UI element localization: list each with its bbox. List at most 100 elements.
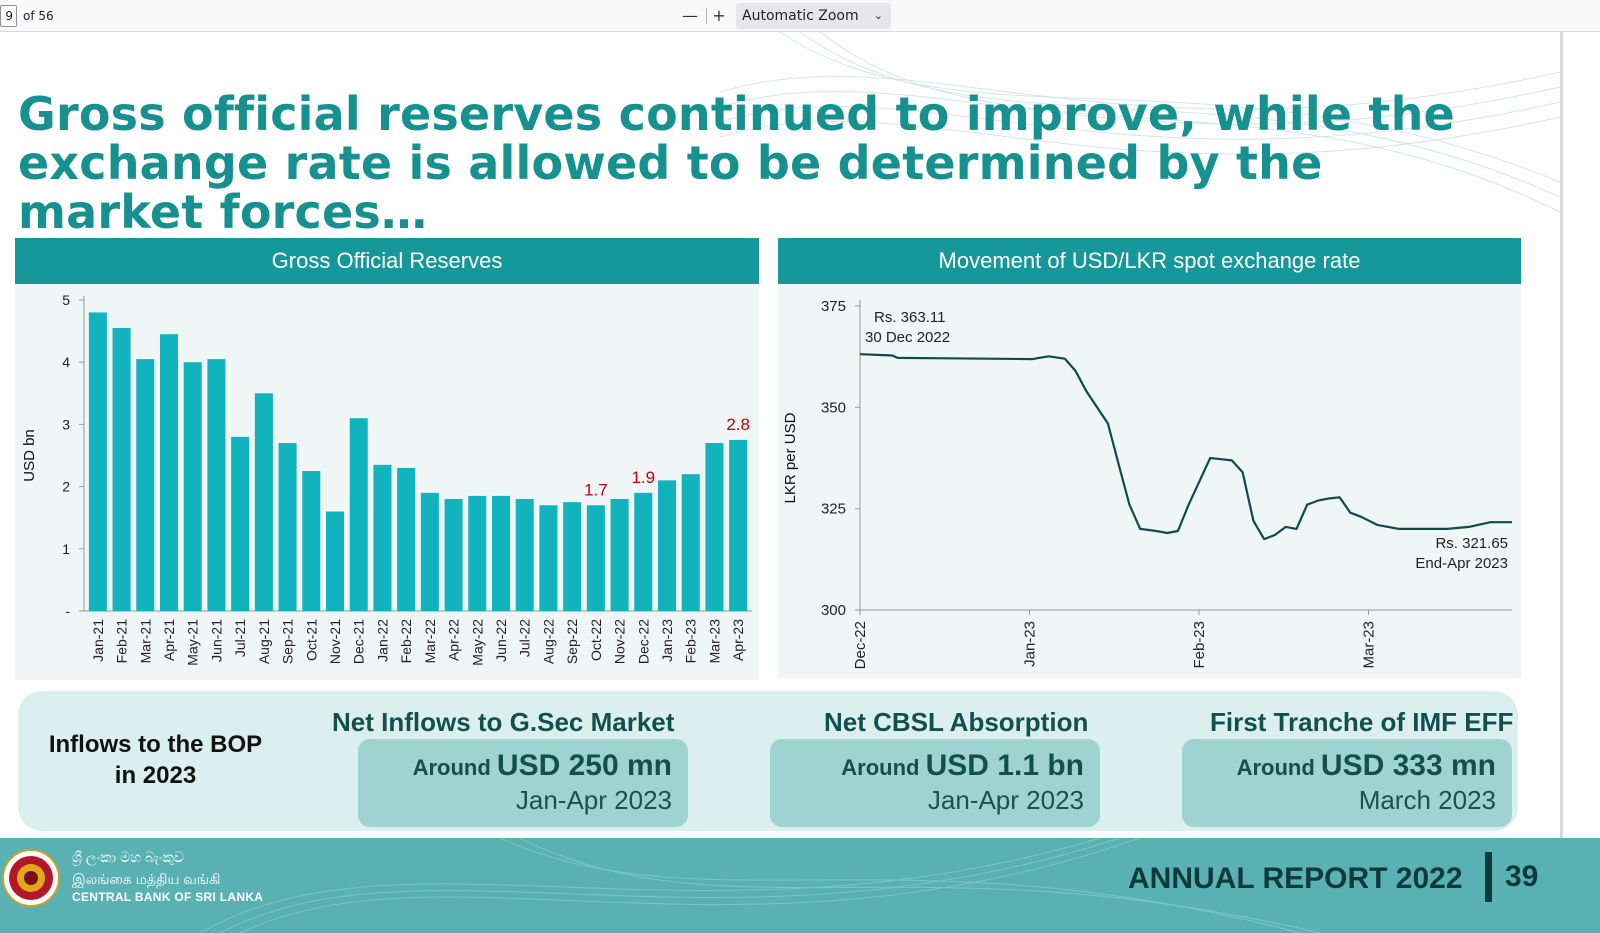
- x-tick-label: Sep-22: [564, 619, 580, 664]
- y-tick-label: 325: [821, 501, 846, 518]
- bar: [254, 393, 273, 611]
- y-tick-label: 300: [821, 602, 846, 619]
- bar: [634, 492, 653, 611]
- card-period: March 2023: [1358, 785, 1496, 815]
- x-tick-label: Jul-22: [517, 619, 533, 657]
- bar: [610, 499, 629, 611]
- bar: [231, 436, 250, 611]
- bar: [302, 471, 321, 611]
- chart-title: Gross Official Reserves: [15, 238, 759, 284]
- report-title: ANNUAL REPORT 2022: [1128, 862, 1463, 895]
- bar: [444, 499, 463, 611]
- slide-edge: [1560, 32, 1600, 933]
- bar: [136, 359, 155, 611]
- x-tick-label: Dec-22: [635, 619, 651, 664]
- card-amount: USD 1.1 bn: [925, 749, 1084, 782]
- zoom-divider: [706, 8, 707, 24]
- bar: [420, 492, 439, 611]
- bop-inflows-title: Inflows to the BOP in 2023: [18, 729, 293, 791]
- card-heading: Net CBSL Absorption: [824, 707, 1089, 737]
- bar: [657, 480, 677, 611]
- x-tick-label: Apr-23: [730, 619, 746, 661]
- y-axis-label: LKR per USD: [782, 412, 799, 503]
- bar: [515, 499, 534, 611]
- exchange-rate-line-chart: 300 325 350 375 LKR per USD Dec-22 Jan-23 Feb-2…: [782, 298, 1512, 669]
- exchange-rate-line: [859, 353, 1512, 541]
- bop-inflows-title-line: in 2023: [114, 762, 197, 789]
- x-tick-label: Nov-21: [327, 619, 343, 664]
- x-tick-label: Oct-21: [303, 619, 319, 661]
- info-card: Around USD 1.1 bn Jan-Apr 2023: [770, 739, 1100, 827]
- y-tick-label: 4: [62, 354, 70, 370]
- x-tick-label: Apr-22: [446, 619, 462, 661]
- y-tick-label: 1: [62, 541, 70, 557]
- card-amount: USD 250 mn: [496, 749, 672, 782]
- x-tick-label: Mar-22: [422, 619, 438, 664]
- card-heading: First Tranche of IMF EFF: [1210, 707, 1514, 737]
- bar: [325, 511, 345, 611]
- annotation-label: Rs. 363.11: [874, 309, 945, 326]
- page-count-label: of 56: [23, 9, 54, 23]
- bank-name-tamil: இலங்கை மத்திய வங்கி: [72, 871, 221, 887]
- exchange-rate-chart-panel: Movement of USD/LKR spot exchange rate 3…: [778, 238, 1521, 678]
- bar: [681, 474, 700, 611]
- y-tick-label: -: [65, 603, 70, 619]
- central-bank-seal-icon: [2, 849, 60, 907]
- x-tick-label: Jul-21: [232, 619, 248, 657]
- bar: [278, 443, 297, 611]
- slide-page-number: 39: [1505, 860, 1539, 893]
- y-tick-label: 2: [62, 479, 70, 495]
- pdf-toolbar: 9 of 56 — + Automatic Zoom ⌄: [0, 0, 1600, 32]
- zoom-in-button[interactable]: +: [712, 6, 726, 25]
- chart-title: Movement of USD/LKR spot exchange rate: [778, 238, 1521, 284]
- x-tick-label: Oct-22: [588, 619, 604, 661]
- card-prefix: Around: [412, 755, 497, 780]
- x-tick-label: Jan-23: [659, 619, 675, 662]
- footer-divider: [1485, 852, 1492, 902]
- info-card: Around USD 250 mn Jan-Apr 2023: [358, 739, 688, 827]
- card-amount: USD 333 mn: [1320, 749, 1496, 782]
- bar: [207, 359, 226, 611]
- x-tick-label: Mar-23: [1361, 621, 1378, 669]
- x-tick-label: Jan-21: [90, 619, 106, 662]
- bar: [183, 362, 202, 611]
- zoom-select-label: Automatic Zoom: [742, 8, 859, 24]
- reserves-chart-panel: Gross Official Reserves - 1 2 3 4 5 USD bn Jan-…: [15, 238, 759, 680]
- bar: [705, 443, 724, 611]
- annotation-label: Rs. 321.65: [1435, 535, 1508, 552]
- y-tick-label: 350: [821, 399, 846, 416]
- background-swirl: [720, 32, 1560, 213]
- zoom-select[interactable]: Automatic Zoom ⌄: [736, 3, 891, 29]
- bar: [563, 502, 582, 611]
- bank-name-english: CENTRAL BANK OF SRI LANKA: [72, 890, 264, 904]
- x-tick-label: Jan-22: [374, 619, 390, 662]
- bar: [491, 495, 511, 611]
- x-tick-label: Mar-21: [137, 619, 153, 664]
- zoom-out-button[interactable]: —: [682, 6, 698, 25]
- x-tick-label: May-22: [469, 619, 485, 666]
- chevron-down-icon: ⌄: [873, 9, 883, 22]
- card-period: Jan-Apr 2023: [515, 785, 672, 815]
- info-card: Around USD 333 mn March 2023: [1182, 739, 1512, 827]
- x-tick-label: Feb-21: [114, 619, 130, 664]
- bar: [112, 327, 131, 611]
- bar: [88, 312, 107, 611]
- x-tick-label: May-21: [185, 619, 201, 666]
- card-prefix: Around: [841, 755, 926, 780]
- bank-name-sinhala: ශ්‍රී ලංකා මහ බැංකුව: [72, 849, 184, 865]
- x-tick-label: Nov-22: [612, 619, 628, 664]
- data-label: 1.7: [584, 480, 608, 499]
- x-tick-label: Aug-22: [540, 619, 556, 664]
- card-prefix: Around: [1236, 755, 1321, 780]
- bop-inflows-strip: Inflows to the BOP in 2023 Net Inflows t…: [18, 691, 1518, 831]
- x-tick-label: Feb-23: [1191, 621, 1208, 669]
- card-heading: Net Inflows to G.Sec Market: [332, 707, 675, 737]
- x-tick-label: Feb-22: [398, 619, 414, 664]
- bar: [373, 464, 392, 611]
- bar: [729, 439, 748, 611]
- page-number-input[interactable]: 9: [0, 5, 17, 27]
- y-tick-label: 3: [62, 416, 70, 432]
- annotation-label: End-Apr 2023: [1415, 555, 1508, 572]
- bar: [349, 418, 368, 611]
- bar: [468, 495, 487, 611]
